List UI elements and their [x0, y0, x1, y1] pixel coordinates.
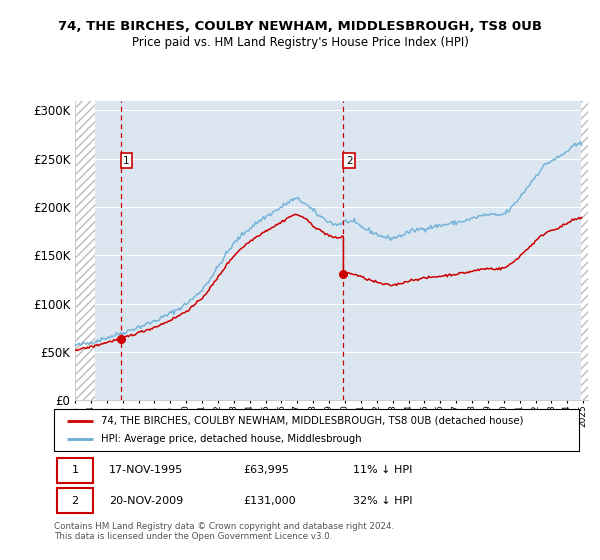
- Text: 20-NOV-2009: 20-NOV-2009: [109, 496, 184, 506]
- Text: 17-NOV-1995: 17-NOV-1995: [109, 465, 184, 475]
- Text: Contains HM Land Registry data © Crown copyright and database right 2024.
This d: Contains HM Land Registry data © Crown c…: [54, 522, 394, 542]
- Text: 2: 2: [346, 156, 352, 166]
- Bar: [581, 101, 589, 400]
- Text: £63,995: £63,995: [243, 465, 289, 475]
- Text: HPI: Average price, detached house, Middlesbrough: HPI: Average price, detached house, Midd…: [101, 434, 362, 444]
- Text: 2: 2: [71, 496, 79, 506]
- Bar: [75, 101, 95, 400]
- Text: 1: 1: [71, 465, 79, 475]
- FancyBboxPatch shape: [56, 488, 94, 513]
- Text: 74, THE BIRCHES, COULBY NEWHAM, MIDDLESBROUGH, TS8 0UB: 74, THE BIRCHES, COULBY NEWHAM, MIDDLESB…: [58, 20, 542, 32]
- Text: 74, THE BIRCHES, COULBY NEWHAM, MIDDLESBROUGH, TS8 0UB (detached house): 74, THE BIRCHES, COULBY NEWHAM, MIDDLESB…: [101, 416, 524, 426]
- FancyBboxPatch shape: [54, 409, 579, 451]
- Text: £131,000: £131,000: [243, 496, 296, 506]
- Text: 1: 1: [123, 156, 130, 166]
- FancyBboxPatch shape: [56, 458, 94, 483]
- Text: 32% ↓ HPI: 32% ↓ HPI: [353, 496, 413, 506]
- Text: Price paid vs. HM Land Registry's House Price Index (HPI): Price paid vs. HM Land Registry's House …: [131, 36, 469, 49]
- Text: 11% ↓ HPI: 11% ↓ HPI: [353, 465, 413, 475]
